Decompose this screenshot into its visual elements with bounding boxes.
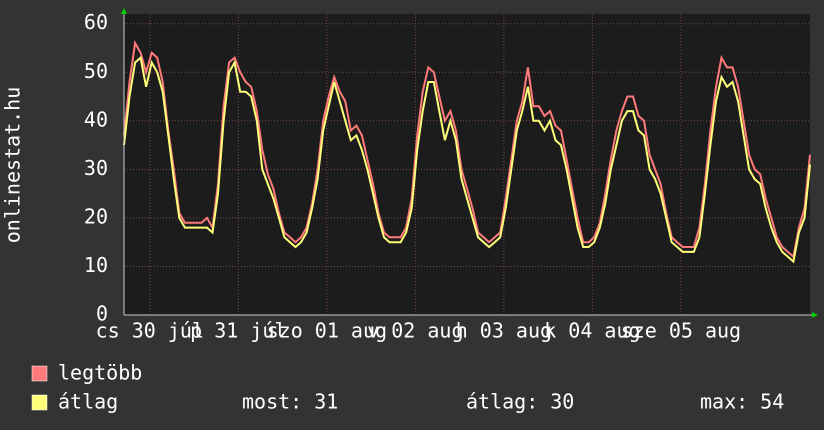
x-tick-label: p 31 júl [190, 319, 286, 343]
stat-value: 54 [760, 390, 784, 414]
y-axis-label: onlinestat.hu [1, 87, 25, 244]
y-tick-label: 50 [84, 59, 108, 83]
legend-swatch [31, 394, 48, 411]
legend-label: legtöbb [58, 361, 142, 385]
stat-value: 30 [550, 390, 574, 414]
axis-arrow [121, 8, 127, 14]
y-tick-label: 0 [96, 302, 108, 326]
line [123, 55, 811, 264]
y-tick-label: 20 [84, 204, 108, 228]
y-tick-label: 30 [84, 156, 108, 180]
line [123, 40, 811, 259]
stat-label: max: [700, 390, 748, 414]
stat-label: átlag: [466, 390, 538, 414]
y-tick-label: 60 [84, 10, 108, 34]
y-tick-label: 10 [84, 253, 108, 277]
y-tick-label: 40 [84, 107, 108, 131]
x-tick-label: sze 05 aug [621, 319, 741, 343]
x-tick-label: cs 30 júl [96, 319, 204, 343]
x-tick-label: k 04 aug [544, 319, 640, 343]
stat-value: 31 [314, 390, 338, 414]
stat-label: most: [242, 390, 302, 414]
legend-label: átlag [58, 390, 118, 414]
x-tick-label: szo 01 aug [267, 319, 387, 343]
x-tick-label: h 03 aug [456, 319, 552, 343]
axis-arrow [812, 312, 818, 318]
legend-swatch [31, 365, 48, 382]
x-tick-label: v 02 aug [367, 319, 463, 343]
